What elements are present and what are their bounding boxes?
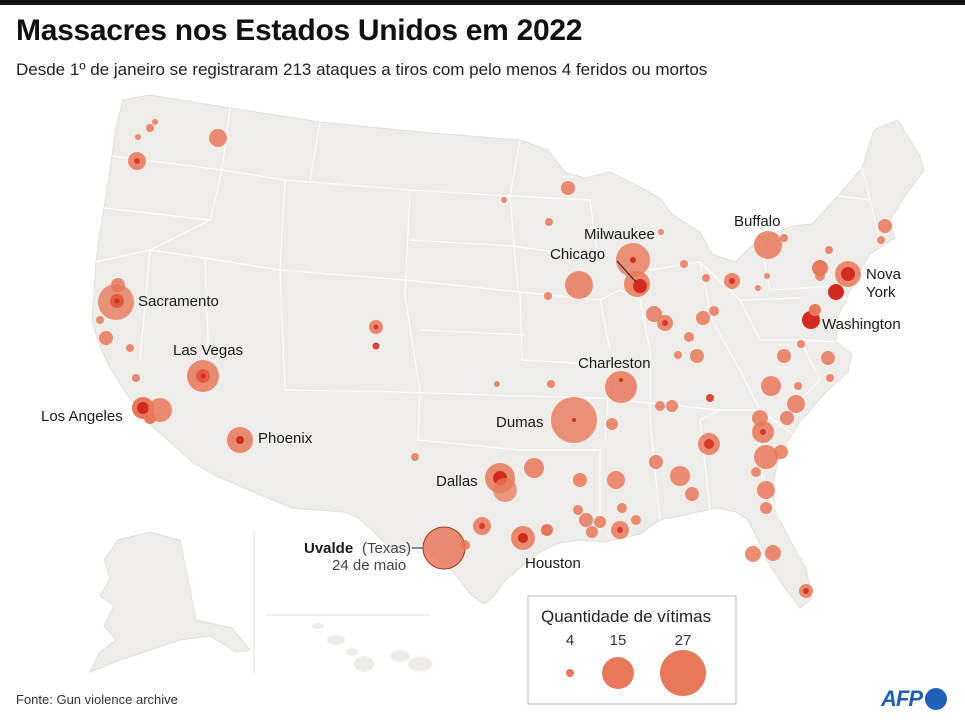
city-labels: Sacramento Las Vegas Los Angeles Phoenix…: [41, 213, 902, 574]
label-los-angeles: Los Angeles: [41, 408, 123, 425]
label-chicago: Chicago: [550, 246, 605, 263]
incident-las-vegas: [187, 360, 219, 392]
incident-new-york: [812, 260, 861, 300]
label-las-vegas: Las Vegas: [173, 342, 243, 359]
legend: Quantidade de vítimas 4 15 27: [527, 595, 737, 705]
page-subtitle: Desde 1º de janeiro se registraram 213 a…: [16, 60, 708, 79]
legend-title: Quantidade de vítimas: [541, 607, 711, 626]
incident-milwaukee: [616, 243, 650, 277]
incident-los-angeles: [132, 397, 172, 424]
afp-logo-dot-icon: [925, 688, 947, 710]
label-dumas: Dumas: [496, 414, 544, 431]
legend-bubble-small: [566, 669, 574, 677]
incident-phoenix: [227, 427, 253, 453]
incident-dumas: [551, 397, 597, 443]
incident-bubbles: [96, 119, 892, 598]
legend-bubble-medium: [602, 657, 634, 689]
afp-logo: AFP: [881, 686, 947, 712]
afp-logo-text: AFP: [881, 686, 923, 711]
legend-label-small: 4: [566, 632, 574, 649]
chicago-leader-line: [616, 260, 637, 283]
label-buffalo: Buffalo: [734, 213, 780, 230]
page-title: Massacres nos Estados Unidos em 2022: [16, 14, 583, 47]
alaska-inset: [88, 531, 251, 673]
legend-bubble-large: [660, 650, 706, 696]
label-uvalde-state: (Texas): [362, 540, 411, 557]
label-washington: Washington: [822, 316, 901, 333]
label-phoenix: Phoenix: [258, 430, 313, 447]
label-milwaukee: Milwaukee: [584, 226, 655, 243]
source-note: Fonte: Gun violence archive: [16, 692, 178, 707]
label-houston: Houston: [525, 555, 581, 572]
label-dallas: Dallas: [436, 473, 478, 490]
top-rule: [0, 0, 965, 5]
incident-houston: [511, 524, 553, 550]
hawaii-inset: [312, 623, 432, 672]
legend-label-large: 27: [675, 632, 692, 649]
incident-buffalo: [754, 231, 782, 259]
label-sacramento: Sacramento: [138, 293, 219, 310]
incident-chicago: [565, 271, 650, 299]
label-york: York: [866, 284, 896, 301]
incident-sacramento: [98, 284, 134, 320]
label-uvalde-date: 24 de maio: [332, 557, 406, 574]
incident-uvalde: [422, 526, 466, 570]
incident-charleston: [605, 371, 637, 403]
incident-others: [96, 119, 892, 598]
label-uvalde: Uvalde: [304, 540, 353, 557]
label-nova: Nova: [866, 266, 902, 283]
label-charleston: Charleston: [578, 355, 651, 372]
incident-washington: [802, 304, 821, 329]
incident-dallas: [485, 458, 544, 502]
legend-label-medium: 15: [610, 632, 627, 649]
